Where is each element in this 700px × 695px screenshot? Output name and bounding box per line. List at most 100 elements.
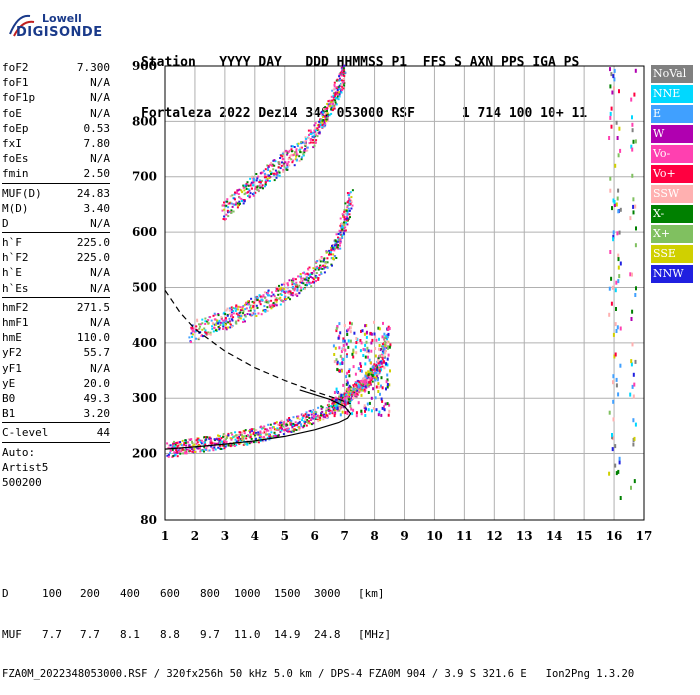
echo-point [313,415,316,417]
y-tick-label: 600 [132,225,157,239]
echo-point [270,431,273,434]
echo-point [288,292,291,295]
echo-point [297,415,300,418]
echo-point [280,164,283,167]
echo-point [331,410,334,413]
echo-point [333,414,336,418]
echo-point [282,168,285,171]
echo-point [275,299,278,301]
echo-point [336,246,339,249]
footer-muf-row: MUF 7.7 7.7 8.1 8.8 9.7 11.0 14.9 24.8 [MHz] [2,628,634,642]
echo-point [234,198,236,201]
echo-point [245,435,248,437]
echo-point [266,164,269,167]
echo-point [336,86,339,89]
echo-point [236,192,238,195]
echo-point [298,428,301,431]
echo-point [317,268,320,271]
echo-point [342,81,345,84]
echo-point [349,386,352,388]
echo-point [330,249,333,251]
echo-point [348,384,351,387]
echo-point [316,124,319,127]
echo-point [227,434,230,437]
echo-point [266,179,269,182]
echo-point [312,417,315,420]
echo-point [318,129,321,132]
echo-point [370,373,373,376]
echo-point [316,260,319,262]
echo-point [171,448,174,451]
echo-point [307,421,310,424]
echo-point [322,418,325,421]
interference-point [612,332,615,337]
param-row-b1: B1 3.20 [2,406,110,421]
param-separator [2,232,110,234]
echo-point [326,112,329,115]
echo-point [259,181,262,184]
echo-point [232,312,235,315]
echo-point [343,216,346,219]
autoscale-line: Artist5 [2,460,49,474]
echo-point [273,164,276,167]
echo-point [315,133,318,136]
echo-point [264,439,267,442]
echo-point [356,393,358,395]
echo-point [261,295,264,298]
interference-point [629,216,632,221]
echo-point [270,173,272,175]
echo-point [208,333,211,336]
echo-point [360,380,362,383]
echo-point [375,368,378,372]
echo-point [225,204,228,207]
param-value: 44 [96,426,110,440]
echo-point [184,449,186,452]
echo-point [291,279,293,282]
param-value: 0.53 [83,121,111,135]
echo-point [347,339,350,343]
echo-point [365,371,368,375]
echo-point [337,400,340,403]
footer-cell: 400 [120,587,140,600]
echo-point [222,435,225,438]
interference-point [617,392,620,397]
echo-point [300,277,303,280]
echo-point [338,404,341,407]
echo-point [209,437,212,440]
echo-point [204,329,207,332]
echo-point [337,244,340,247]
echo-point [224,445,227,448]
legend-item-vo: Vo- [651,145,693,163]
x-tick-label: 14 [546,529,563,543]
echo-point [342,397,345,401]
echo-point [336,325,339,328]
echo-point [190,341,192,343]
echo-point [331,109,334,112]
echo-point [354,389,357,392]
echo-point [321,267,324,270]
footer-cell: 8.1 [120,627,140,641]
echo-point [241,307,244,310]
y-tick-label: 400 [132,336,157,350]
echo-point [298,418,301,421]
echo-point [328,407,331,409]
echo-point [273,431,276,434]
echo-point [259,431,262,434]
echo-point [236,206,239,209]
echo-point [320,256,323,258]
interference-point [609,188,612,193]
echo-point [334,413,337,415]
echo-point [266,306,269,309]
echo-point [267,423,270,426]
echo-point [196,320,199,323]
echo-point [328,409,330,412]
y-tick-label: 800 [132,114,157,128]
echo-point [325,120,328,123]
echo-point [308,134,310,136]
echo-point [355,341,358,344]
interference-point [617,153,620,158]
echo-point [334,91,337,94]
echo-point [239,202,241,205]
echo-point [353,393,356,396]
echo-point [242,321,244,323]
